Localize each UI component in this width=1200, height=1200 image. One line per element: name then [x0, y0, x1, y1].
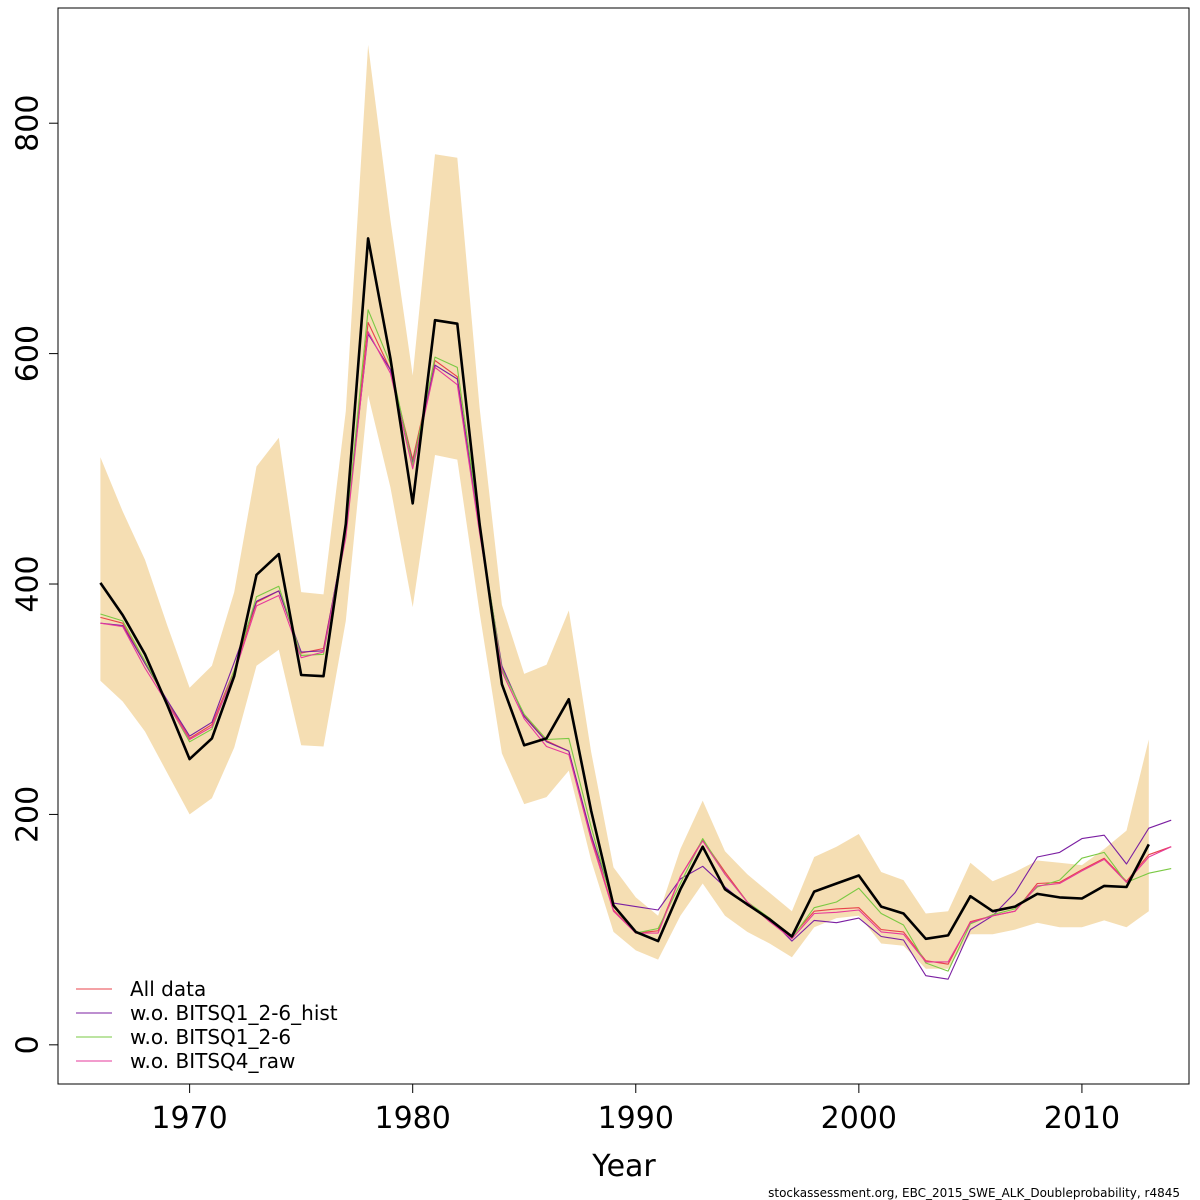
x-tick-label: 1980 — [375, 1101, 451, 1136]
confidence-band — [100, 44, 1149, 969]
x-axis-title: Year — [591, 1149, 656, 1184]
series-line-main-estimate — [99, 237, 1150, 943]
legend-label-w-o-bitsq4-raw: w.o. BITSQ4_raw — [130, 1049, 295, 1073]
legend-label-w-o-bitsq1-2-6: w.o. BITSQ1_2-6 — [130, 1025, 291, 1049]
y-tick-label: 600 — [11, 325, 46, 382]
x-tick-label: 2000 — [821, 1101, 897, 1136]
x-tick-label: 2010 — [1044, 1101, 1120, 1136]
y-tick-label: 0 — [11, 1035, 46, 1054]
plot-area — [99, 44, 1172, 980]
legend-label-all-data: All data — [130, 977, 206, 1001]
axes: 1970 1980 1990 2000 2010 0 200 400 600 800 — [11, 95, 1121, 1136]
y-tick-label: 800 — [11, 95, 46, 152]
x-tick-label: 1970 — [151, 1101, 227, 1136]
y-tick-label: 200 — [11, 786, 46, 843]
y-tick-label: 400 — [11, 555, 46, 612]
legend-label-w-o-bitsq1-2-6-hist: w.o. BITSQ1_2-6_hist — [130, 1001, 338, 1025]
footer-credit: stockassessment.org, EBC_2015_SWE_ALK_Do… — [768, 1186, 1180, 1200]
x-tick-label: 1990 — [598, 1101, 674, 1136]
